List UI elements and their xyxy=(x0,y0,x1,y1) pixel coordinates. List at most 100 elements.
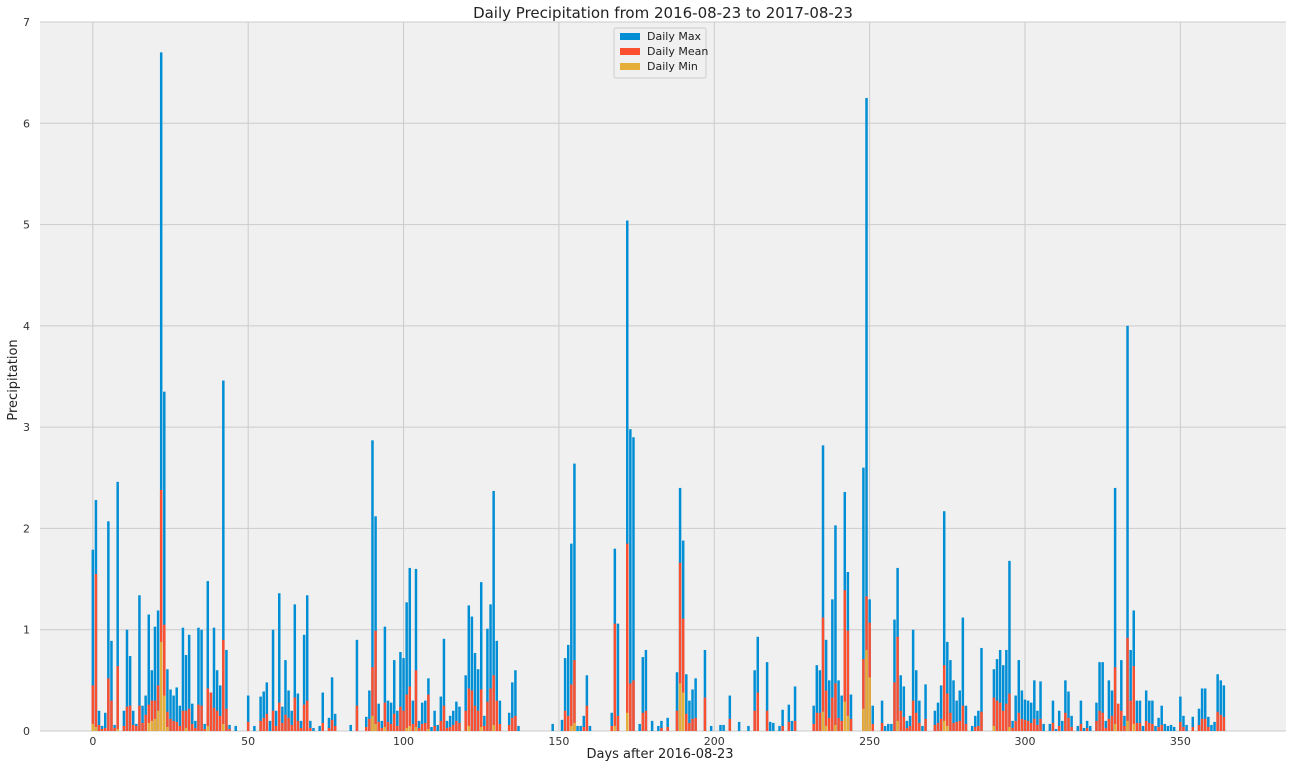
bar xyxy=(756,636,760,731)
bar xyxy=(427,694,430,731)
bar xyxy=(582,715,586,731)
x-tick-label: 200 xyxy=(704,735,725,748)
bar xyxy=(694,717,697,731)
x-tick-label: 50 xyxy=(241,735,255,748)
legend-swatch xyxy=(620,33,640,40)
bar xyxy=(287,717,290,731)
bar xyxy=(840,695,843,731)
bar xyxy=(862,467,865,731)
bar xyxy=(573,660,576,731)
bar xyxy=(396,725,399,731)
bar xyxy=(184,710,188,731)
bar xyxy=(284,714,287,731)
bar xyxy=(1107,718,1111,731)
bar xyxy=(259,720,262,731)
bar xyxy=(1151,723,1154,731)
y-tick-label: 7 xyxy=(23,16,30,29)
bar xyxy=(1129,649,1132,731)
bar xyxy=(492,724,495,731)
bar xyxy=(1064,712,1067,731)
bar xyxy=(486,701,489,731)
bar xyxy=(156,710,160,731)
bar xyxy=(834,724,837,731)
bar xyxy=(91,685,95,731)
bar xyxy=(570,543,573,731)
bar xyxy=(420,702,424,731)
y-tick-label: 2 xyxy=(23,522,30,535)
bar xyxy=(377,703,380,731)
bar xyxy=(946,693,949,731)
bar xyxy=(330,677,334,731)
bar xyxy=(1141,725,1145,731)
bar xyxy=(1051,722,1055,731)
bar xyxy=(1116,703,1120,731)
bar xyxy=(955,700,958,731)
bar xyxy=(197,627,200,731)
bar xyxy=(837,680,840,731)
bar xyxy=(442,638,446,731)
bar xyxy=(166,669,169,731)
bar xyxy=(1079,700,1083,731)
bar xyxy=(793,686,797,731)
bar xyxy=(467,605,471,731)
bar xyxy=(995,700,999,731)
bar xyxy=(452,724,455,731)
bar xyxy=(1057,725,1061,731)
bar xyxy=(169,689,172,731)
bar xyxy=(1107,680,1111,731)
bar xyxy=(908,715,912,731)
bar xyxy=(1095,702,1098,731)
bar xyxy=(159,489,163,731)
bar xyxy=(1017,660,1021,731)
bar xyxy=(100,728,104,731)
bar xyxy=(1135,700,1139,731)
bar xyxy=(414,568,418,731)
bar xyxy=(1005,703,1008,731)
bar xyxy=(896,720,899,731)
bar xyxy=(222,639,225,731)
bar xyxy=(778,725,781,731)
bar xyxy=(135,725,138,731)
bar xyxy=(980,647,983,731)
bar xyxy=(837,717,840,731)
bar xyxy=(563,710,567,731)
bar xyxy=(511,717,514,731)
bar xyxy=(961,705,965,731)
bar xyxy=(880,700,884,731)
bar xyxy=(641,657,645,731)
bar xyxy=(222,380,225,731)
bar xyxy=(1057,710,1061,731)
bar xyxy=(405,727,408,731)
bar xyxy=(458,722,461,731)
bar xyxy=(1011,720,1014,731)
bar xyxy=(632,680,635,731)
bar xyxy=(97,724,101,731)
bar xyxy=(685,713,688,731)
bar xyxy=(464,675,467,731)
bar xyxy=(225,708,228,731)
bar xyxy=(977,725,980,731)
bar xyxy=(958,690,961,731)
bar xyxy=(265,713,269,731)
bar xyxy=(824,725,828,731)
bar xyxy=(728,718,732,731)
bar xyxy=(1219,714,1222,731)
bar xyxy=(756,692,760,731)
bar xyxy=(321,692,325,731)
bar xyxy=(110,700,113,731)
bar xyxy=(492,490,495,731)
bar xyxy=(942,511,946,731)
bar xyxy=(1126,325,1129,731)
bar xyxy=(818,712,822,731)
bar xyxy=(187,634,191,731)
bar xyxy=(430,726,433,731)
bar xyxy=(427,728,430,731)
bar xyxy=(1061,720,1064,731)
bar xyxy=(1011,727,1014,731)
bar xyxy=(936,722,940,731)
bar xyxy=(1179,696,1182,731)
bar xyxy=(840,720,843,731)
bar xyxy=(265,682,269,731)
bar xyxy=(203,723,206,731)
bar xyxy=(660,727,663,731)
